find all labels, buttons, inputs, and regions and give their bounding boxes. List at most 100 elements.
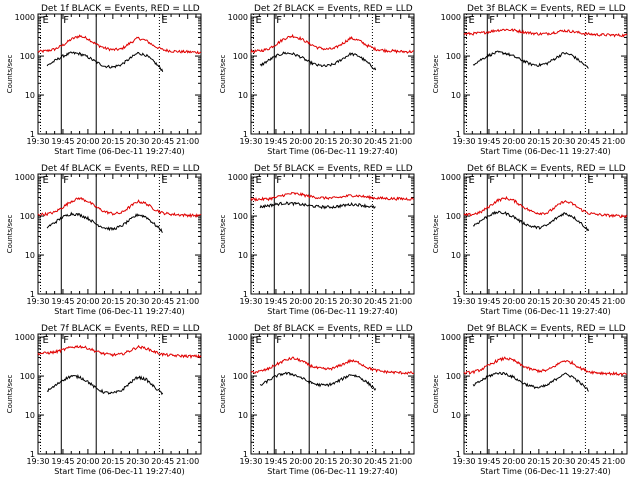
y-tick-label: 10 [238,251,248,260]
x-tick-label: 20:00 [76,297,99,306]
y-tick-label: 1 [243,130,248,139]
x-tick-label: 21:00 [602,137,625,146]
x-tick-label: 20:15 [101,297,124,306]
x-tick-label: 21:00 [602,457,625,466]
x-tick-label: 20:15 [527,297,550,306]
x-tick-label: 19:30 [452,137,475,146]
y-tick-label: 1000 [441,173,461,182]
panel-det-9: Det 9f BLACK = Events, RED = LLD 1 10 100 10… [432,324,628,476]
x-tick-label: 21:00 [176,137,199,146]
x-tick-label: 20:30 [126,297,149,306]
x-tick-label: 20:30 [552,297,575,306]
panel-title: Det 9f BLACK = Events, RED = LLD [467,324,626,334]
y-tick-label: 1 [30,450,35,459]
x-tick-label: 20:45 [364,137,387,146]
x-tick-label: 20:30 [339,137,362,146]
x-axis-label: Start Time (06-Dec-11 19:27:40) [54,467,185,476]
time-marker-label: E [161,175,167,186]
x-tick-label: 20:45 [151,297,174,306]
y-tick-label: 10 [238,91,248,100]
x-tick-label: 19:45 [51,297,74,306]
series-lld-line [37,196,202,219]
series-events-line [472,50,589,69]
time-marker-label: E [468,15,474,26]
plot-frame [37,333,202,455]
y-axis-label: Counts/sec [219,375,227,414]
x-tick-label: 19:30 [452,457,475,466]
x-tick-label: 19:45 [477,457,500,466]
x-tick-label: 20:15 [527,137,550,146]
y-tick-label: 1 [30,290,35,299]
x-tick-label: 20:30 [126,457,149,466]
series-lld-line [463,356,628,377]
x-tick-label: 20:15 [527,457,550,466]
panel-title: Det 2f BLACK = Events, RED = LLD [254,4,413,14]
y-axis-label: Counts/sec [432,55,440,94]
panel-title: Det 5f BLACK = Events, RED = LLD [254,164,413,174]
x-tick-label: 19:30 [26,297,49,306]
x-tick-label: 20:00 [502,137,525,146]
time-marker-label: E [161,15,167,26]
panel-det-2: Det 2f BLACK = Events, RED = LLD 1 10 100 10… [219,4,415,156]
time-marker-label: E [255,15,261,26]
x-tick-label: 20:45 [364,457,387,466]
x-tick-label: 20:30 [126,137,149,146]
x-tick-label: 20:30 [552,137,575,146]
x-tick-label: 20:00 [289,297,312,306]
y-tick-label: 1 [456,450,461,459]
plot-frame [37,173,202,295]
y-tick-label: 100 [20,212,35,221]
x-tick-label: 20:45 [364,297,387,306]
x-tick-label: 21:00 [176,297,199,306]
x-tick-label: 20:45 [577,137,600,146]
series-lld-line [37,34,202,55]
time-marker-label: F [276,175,282,186]
y-tick-label: 1000 [441,333,461,342]
plot-frame [463,173,628,295]
x-tick-label: 19:45 [477,137,500,146]
x-tick-label: 20:45 [151,137,174,146]
x-tick-label: 20:30 [339,457,362,466]
y-axis-label: Counts/sec [432,215,440,254]
x-tick-label: 20:45 [577,297,600,306]
time-marker-label: E [587,175,593,186]
y-tick-label: 1000 [15,173,35,182]
plot-frame [250,13,415,135]
x-tick-label: 19:30 [239,137,262,146]
series-events-line [259,51,377,71]
series-events-line [46,373,164,396]
series-lld-line [250,33,415,54]
y-tick-label: 10 [25,411,35,420]
series-lld-line [250,356,415,375]
time-marker-label: F [489,15,495,26]
x-tick-label: 20:00 [502,457,525,466]
plot-frame [37,13,202,135]
y-tick-label: 1000 [15,333,35,342]
time-marker-label: F [276,15,282,26]
time-marker-label: E [42,335,48,346]
panel-det-6: Det 6f BLACK = Events, RED = LLD 1 10 100 10… [432,164,628,316]
x-tick-label: 20:15 [314,297,337,306]
y-tick-label: 100 [446,212,461,221]
y-tick-label: 1 [243,450,248,459]
x-tick-label: 20:45 [151,457,174,466]
y-tick-label: 10 [451,411,461,420]
y-axis-label: Counts/sec [6,375,14,414]
panel-det-1: Det 1f BLACK = Events, RED = LLD 1 10 100 10… [6,4,202,156]
y-tick-label: 100 [446,52,461,61]
plot-frame [463,333,628,455]
plot-frame [250,333,415,455]
y-tick-label: 1000 [228,333,248,342]
x-tick-label: 21:00 [602,297,625,306]
x-tick-label: 19:45 [264,137,287,146]
x-tick-label: 19:30 [239,297,262,306]
y-tick-label: 1 [243,290,248,299]
y-tick-label: 10 [238,411,248,420]
x-tick-label: 19:45 [264,457,287,466]
x-tick-label: 19:30 [452,297,475,306]
x-tick-label: 19:45 [51,137,74,146]
series-lld-line [250,191,415,202]
series-lld-line [37,344,202,360]
y-tick-label: 1000 [15,13,35,22]
